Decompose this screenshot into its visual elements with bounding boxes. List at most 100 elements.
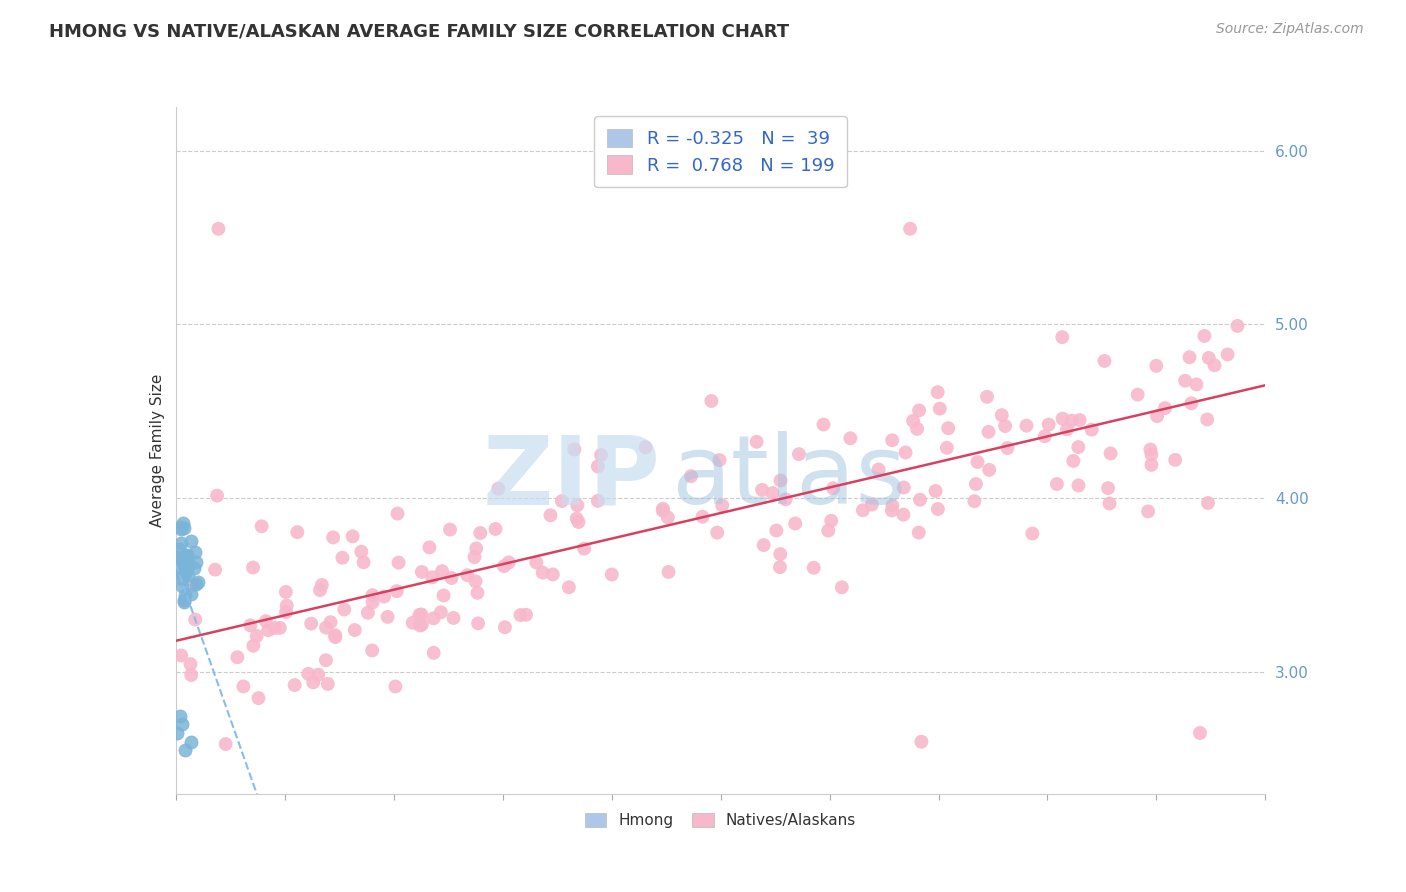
Point (418, 541, 440, 555)
Point (586, 494, 609, 508)
Point (361, 595, 384, 609)
Point (387, 507, 409, 521)
Point (1140, 448, 1163, 462)
Point (402, 615, 425, 630)
Point (997, 441, 1019, 455)
Point (706, 525, 728, 540)
Point (467, 586, 489, 600)
Point (752, 538, 775, 552)
Point (787, 447, 810, 461)
Point (170, 579, 193, 593)
Point (184, 613, 207, 627)
Point (276, 599, 298, 613)
Point (868, 462, 890, 476)
Point (170, 572, 193, 586)
Point (751, 483, 773, 497)
Point (166, 555, 188, 569)
Point (373, 590, 395, 604)
Point (319, 615, 342, 630)
Point (785, 516, 807, 531)
Point (565, 511, 588, 525)
Point (745, 434, 768, 449)
Point (769, 547, 792, 561)
Point (432, 589, 454, 603)
Point (422, 611, 444, 625)
Point (1097, 481, 1119, 495)
Point (333, 602, 356, 616)
Point (540, 508, 562, 523)
Point (567, 498, 589, 512)
Point (882, 434, 904, 448)
Point (250, 519, 273, 533)
Point (1015, 418, 1038, 433)
Point (470, 526, 492, 541)
Point (994, 419, 1017, 434)
Point (167, 541, 190, 556)
Point (464, 574, 486, 589)
Point (385, 584, 408, 599)
Legend: Hmong, Natives/Alaskans: Hmong, Natives/Alaskans (579, 806, 862, 834)
Point (166, 556, 188, 570)
Point (709, 453, 731, 467)
Point (839, 431, 862, 445)
Point (564, 442, 586, 457)
Point (1094, 354, 1116, 368)
Point (551, 494, 574, 508)
Point (898, 221, 921, 235)
Point (831, 580, 853, 594)
Point (177, 558, 200, 573)
Point (170, 560, 193, 574)
Point (274, 585, 297, 599)
Point (239, 618, 262, 632)
Point (430, 564, 453, 578)
Point (408, 607, 430, 622)
Point (1137, 504, 1160, 518)
Point (179, 657, 201, 672)
Point (769, 560, 792, 574)
Point (1180, 396, 1202, 410)
Point (1046, 477, 1069, 491)
Text: Source: ZipAtlas.com: Source: ZipAtlas.com (1216, 22, 1364, 37)
Point (1056, 422, 1078, 436)
Point (214, 737, 236, 751)
Point (411, 607, 433, 622)
Point (1098, 496, 1121, 510)
Point (443, 611, 465, 625)
Point (927, 385, 949, 400)
Point (775, 492, 797, 507)
Point (166, 549, 188, 564)
Point (966, 455, 988, 469)
Point (657, 510, 679, 524)
Point (558, 580, 581, 594)
Point (531, 566, 554, 580)
Point (342, 529, 364, 543)
Point (1021, 526, 1043, 541)
Point (169, 563, 191, 577)
Point (991, 408, 1014, 422)
Point (486, 482, 509, 496)
Point (264, 621, 287, 635)
Point (350, 544, 373, 558)
Point (169, 520, 191, 534)
Point (430, 605, 453, 619)
Point (574, 541, 596, 556)
Point (205, 489, 228, 503)
Point (1146, 409, 1168, 424)
Point (242, 560, 264, 574)
Point (852, 503, 875, 517)
Point (965, 477, 987, 491)
Point (180, 735, 202, 749)
Point (173, 521, 195, 535)
Point (657, 565, 679, 579)
Point (494, 620, 516, 634)
Point (257, 624, 280, 638)
Point (928, 401, 950, 416)
Point (440, 571, 463, 585)
Point (316, 677, 339, 691)
Point (302, 675, 325, 690)
Point (1052, 411, 1074, 425)
Point (183, 561, 205, 575)
Point (180, 587, 202, 601)
Point (299, 616, 322, 631)
Point (274, 605, 297, 619)
